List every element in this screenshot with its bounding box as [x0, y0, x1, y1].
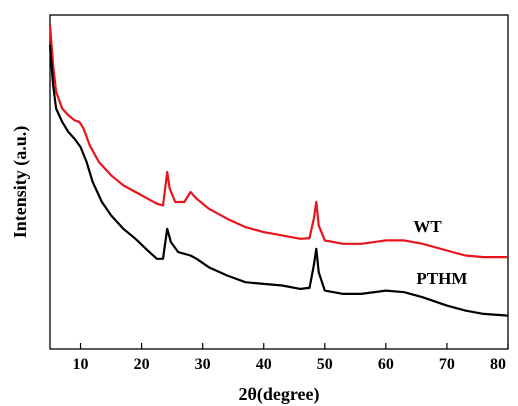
series-line-wt [48, 24, 508, 259]
y-axis-label: Intensity (a.u.) [10, 126, 31, 239]
x-tick-label-10: 10 [73, 356, 89, 373]
plot-frame [49, 14, 509, 350]
series-label-layer: WT PTHM [413, 217, 467, 288]
x-tick-label-80: 80 [490, 356, 506, 373]
x-axis-ticks: 10 20 30 40 50 60 70 80 [73, 343, 509, 373]
x-tick-label-70: 70 [439, 356, 455, 373]
series-line-pthm [48, 45, 509, 317]
series-label-pthm: PTHM [416, 269, 467, 288]
x-tick-label-50: 50 [317, 356, 333, 373]
x-axis-label: 2θ(degree) [238, 384, 319, 405]
series-label-wt: WT [413, 217, 442, 236]
x-tick-label-30: 30 [195, 356, 211, 373]
series-layer [48, 24, 509, 317]
x-tick-label-60: 60 [378, 356, 394, 373]
x-tick-label-40: 40 [256, 356, 272, 373]
x-tick-label-20: 20 [134, 356, 150, 373]
